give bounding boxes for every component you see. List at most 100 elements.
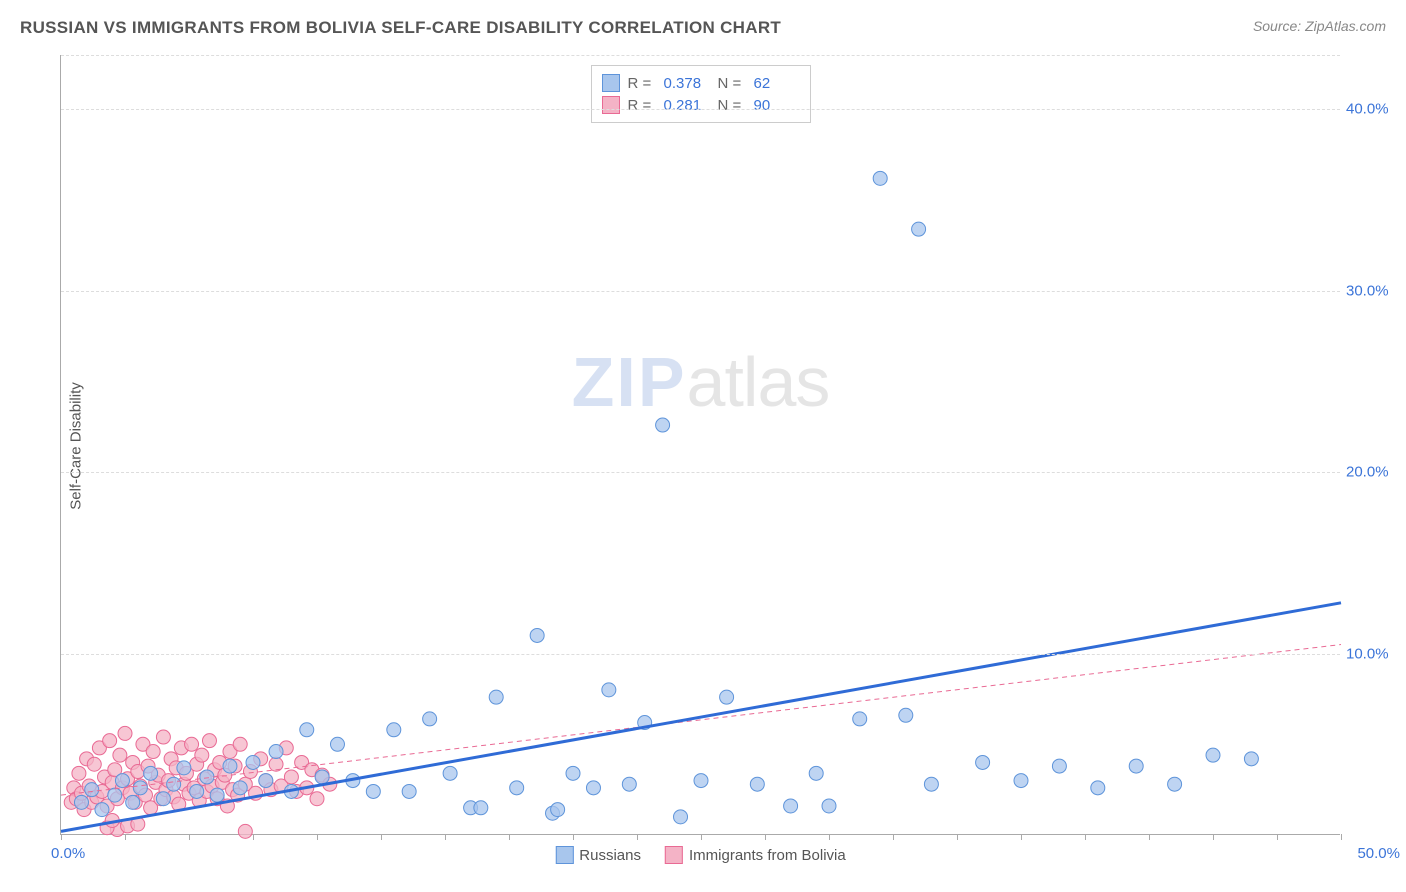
r-value-bolivia: 0.281 xyxy=(664,97,710,114)
data-point-russians xyxy=(156,792,170,806)
data-point-bolivia xyxy=(156,730,170,744)
x-tick xyxy=(1213,834,1214,840)
x-tick xyxy=(189,834,190,840)
y-tick-label: 10.0% xyxy=(1346,645,1398,662)
data-point-russians xyxy=(330,737,344,751)
series-legend: Russians Immigrants from Bolivia xyxy=(555,846,845,864)
data-point-russians xyxy=(366,784,380,798)
x-tick xyxy=(445,834,446,840)
data-point-russians xyxy=(115,774,129,788)
data-point-russians xyxy=(853,712,867,726)
y-tick-label: 30.0% xyxy=(1346,282,1398,299)
data-point-russians xyxy=(190,784,204,798)
data-point-bolivia xyxy=(269,757,283,771)
data-point-bolivia xyxy=(284,770,298,784)
data-point-russians xyxy=(474,801,488,815)
data-point-bolivia xyxy=(72,766,86,780)
n-value-russians: 62 xyxy=(754,75,800,92)
data-point-russians xyxy=(784,799,798,813)
x-tick xyxy=(61,834,62,840)
data-point-bolivia xyxy=(87,757,101,771)
legend-label: Immigrants from Bolivia xyxy=(689,847,846,864)
data-point-russians xyxy=(586,781,600,795)
data-point-russians xyxy=(489,690,503,704)
data-point-bolivia xyxy=(146,745,160,759)
gridline xyxy=(61,654,1340,655)
swatch-icon xyxy=(665,846,683,864)
y-tick-label: 40.0% xyxy=(1346,101,1398,118)
data-point-russians xyxy=(387,723,401,737)
data-point-russians xyxy=(551,803,565,817)
gridline xyxy=(61,472,1340,473)
data-point-russians xyxy=(656,418,670,432)
x-tick xyxy=(1341,834,1342,840)
gridline xyxy=(61,55,1340,56)
data-point-russians xyxy=(1014,774,1028,788)
data-point-russians xyxy=(822,799,836,813)
data-point-bolivia xyxy=(113,748,127,762)
data-point-russians xyxy=(530,628,544,642)
header: RUSSIAN VS IMMIGRANTS FROM BOLIVIA SELF-… xyxy=(20,18,1386,38)
swatch-bolivia xyxy=(602,96,620,114)
data-point-russians xyxy=(402,784,416,798)
data-point-russians xyxy=(133,781,147,795)
data-point-russians xyxy=(315,770,329,784)
n-label: N = xyxy=(718,97,746,114)
legend-label: Russians xyxy=(579,847,641,864)
data-point-russians xyxy=(108,788,122,802)
data-point-russians xyxy=(602,683,616,697)
x-tick xyxy=(253,834,254,840)
data-point-bolivia xyxy=(195,748,209,762)
y-tick-label: 20.0% xyxy=(1346,464,1398,481)
legend-item-russians: Russians xyxy=(555,846,641,864)
data-point-russians xyxy=(269,745,283,759)
x-tick xyxy=(509,834,510,840)
r-value-russians: 0.378 xyxy=(664,75,710,92)
legend-row-russians: R = 0.378 N = 62 xyxy=(602,72,800,94)
data-point-bolivia xyxy=(185,737,199,751)
data-point-russians xyxy=(126,795,140,809)
x-tick xyxy=(573,834,574,840)
x-tick xyxy=(1277,834,1278,840)
data-point-russians xyxy=(809,766,823,780)
data-point-bolivia xyxy=(310,792,324,806)
data-point-russians xyxy=(1129,759,1143,773)
data-point-russians xyxy=(1168,777,1182,791)
data-point-russians xyxy=(622,777,636,791)
x-axis-end-label: 50.0% xyxy=(1357,845,1400,862)
data-point-bolivia xyxy=(118,726,132,740)
correlation-legend: R = 0.378 N = 62 R = 0.281 N = 90 xyxy=(591,65,811,123)
data-point-russians xyxy=(912,222,926,236)
data-point-russians xyxy=(674,810,688,824)
data-point-russians xyxy=(233,781,247,795)
gridline xyxy=(61,109,1340,110)
swatch-icon xyxy=(555,846,573,864)
data-point-russians xyxy=(750,777,764,791)
data-point-russians xyxy=(694,774,708,788)
data-point-russians xyxy=(566,766,580,780)
data-point-russians xyxy=(95,803,109,817)
x-tick xyxy=(829,834,830,840)
data-point-russians xyxy=(873,171,887,185)
data-point-russians xyxy=(720,690,734,704)
data-point-russians xyxy=(1206,748,1220,762)
legend-item-bolivia: Immigrants from Bolivia xyxy=(665,846,846,864)
swatch-russians xyxy=(602,74,620,92)
data-point-russians xyxy=(1244,752,1258,766)
data-point-russians xyxy=(976,755,990,769)
chart-plot-area: ZIPatlas R = 0.378 N = 62 R = 0.281 N = … xyxy=(60,55,1340,835)
data-point-russians xyxy=(167,777,181,791)
x-tick xyxy=(125,834,126,840)
x-tick xyxy=(1021,834,1022,840)
x-tick xyxy=(1149,834,1150,840)
x-tick xyxy=(381,834,382,840)
source-value: ZipAtlas.com xyxy=(1305,18,1386,34)
data-point-bolivia xyxy=(202,734,216,748)
data-point-russians xyxy=(1091,781,1105,795)
data-point-russians xyxy=(259,774,273,788)
data-point-russians xyxy=(223,759,237,773)
source-label: Source: xyxy=(1253,18,1301,34)
x-tick xyxy=(317,834,318,840)
data-point-russians xyxy=(177,761,191,775)
n-label: N = xyxy=(718,75,746,92)
